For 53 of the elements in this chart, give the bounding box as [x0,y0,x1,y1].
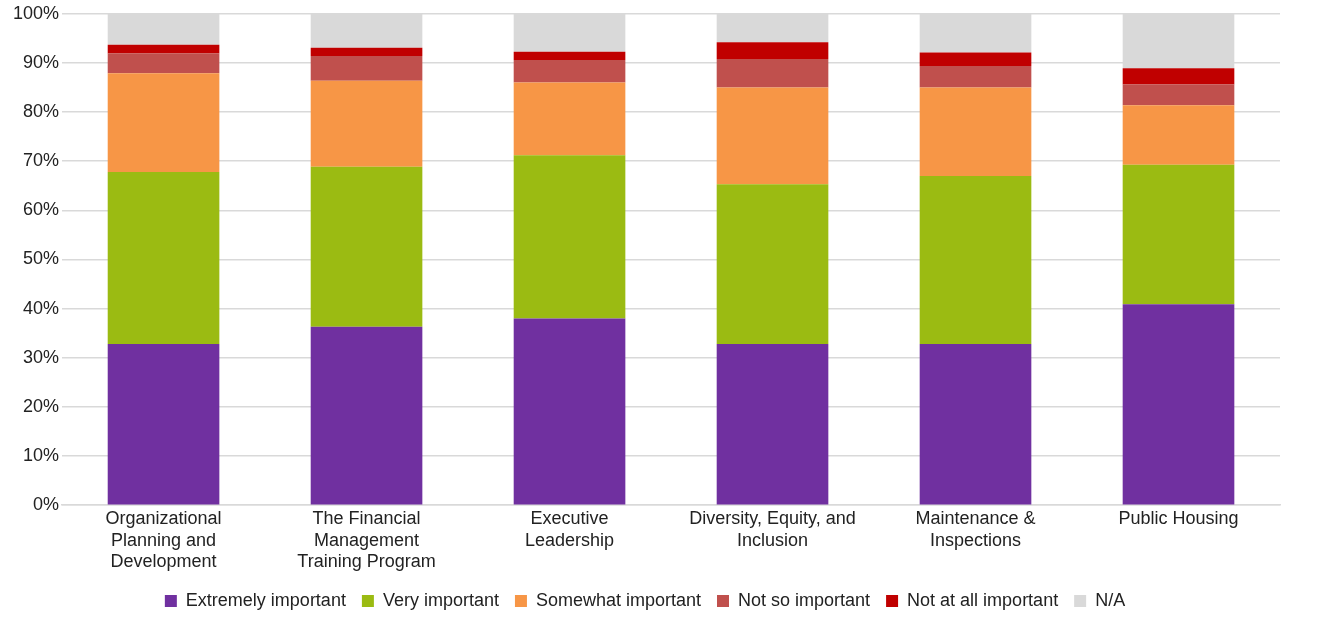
bar [1122,68,1235,85]
bar [716,184,829,345]
legend-label: Not so important [738,589,871,610]
bar [513,82,626,156]
y-tick-label: 0% [33,494,60,515]
x-tick-label: The Financial Management Training Program [297,507,436,572]
y-tick-label: 20% [23,395,60,416]
bar [716,42,829,60]
bar [919,87,1032,176]
bar [1122,164,1235,305]
bar [513,51,626,60]
bar [919,52,1032,66]
bar [513,59,626,83]
y-tick-label: 10% [23,445,60,466]
legend-label: Somewhat important [535,589,702,610]
y-tick-label: 80% [23,101,60,122]
bar [310,166,423,327]
y-tick-label: 100% [12,2,60,23]
bar [919,65,1032,88]
bar [107,172,220,345]
x-tick-label: Diversity, Equity, and Inclusion [689,507,856,550]
legend-label: N/A [1095,589,1126,610]
bar [107,73,220,173]
bar [107,53,220,74]
y-tick-label: 70% [23,150,60,171]
bar [107,44,220,54]
y-tick-label: 90% [23,51,60,72]
y-tick-label: 30% [23,346,60,367]
bar [1122,304,1235,505]
bar [716,87,829,185]
y-tick-label: 60% [23,199,60,220]
bar [716,344,829,505]
bar [919,175,1032,345]
bar [513,155,626,319]
x-tick-label: Executive Leadership [524,507,615,550]
x-tick-label: Public Housing [1118,507,1239,528]
bar [716,59,829,88]
bar [310,326,423,505]
bar [310,56,423,81]
x-tick-label: Organizational Planning and Development [105,507,222,572]
y-tick-label: 50% [23,248,60,269]
x-tick-label: Maintenance & Inspections [915,507,1036,550]
legend-label: Very important [382,589,499,610]
bar [107,344,220,505]
bar [310,80,423,167]
bar [1122,105,1235,165]
legend-label: Extremely important [185,589,346,610]
y-tick-label: 40% [23,297,60,318]
bar [310,47,423,57]
legend-label: Not at all important [907,589,1059,610]
bar [919,344,1032,505]
bar [513,318,626,505]
bar [1122,84,1235,106]
